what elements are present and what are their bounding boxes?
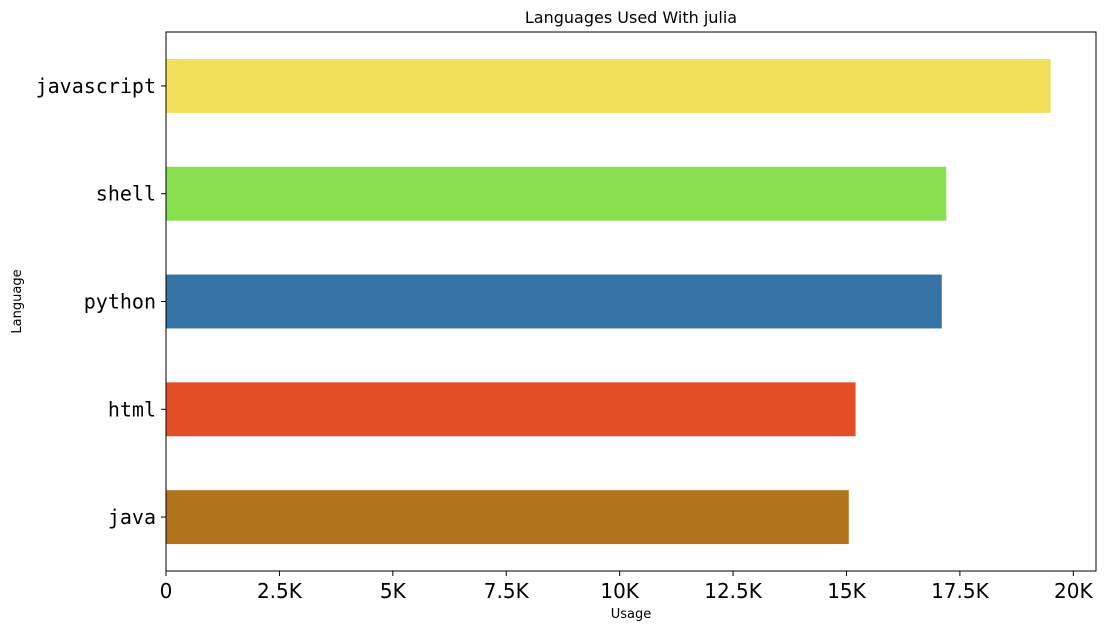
- y-tick-label: javascript: [36, 74, 156, 98]
- plot-frame: [165, 31, 1097, 572]
- x-tick-label: 5K: [380, 579, 407, 603]
- bar-java: [166, 490, 849, 545]
- x-tick-label: 20K: [1054, 579, 1093, 603]
- chart-title: Languages Used With julia: [525, 8, 737, 27]
- x-tick-label: 17.5K: [931, 579, 990, 603]
- y-tick-label: shell: [96, 182, 156, 206]
- bar-shell: [166, 166, 947, 221]
- y-tick-label: java: [108, 505, 156, 529]
- y-tick-label: python: [84, 290, 156, 314]
- x-tick-label: 15K: [827, 579, 866, 603]
- bar-javascript: [166, 58, 1051, 113]
- x-tick-label: 12.5K: [704, 579, 763, 603]
- x-tick-label: 10K: [600, 579, 639, 603]
- bar-html: [166, 382, 856, 437]
- x-tick-label: 2.5K: [257, 579, 303, 603]
- bars-layer: [166, 58, 1051, 545]
- x-axis-label: Usage: [611, 607, 652, 622]
- y-axis-label: Language: [10, 269, 25, 333]
- bar-python: [166, 274, 942, 329]
- ticks-layer: java html python shell javascript 0 2.5K 5K 7.5K…: [36, 74, 1094, 603]
- x-tick-label: 0: [160, 579, 173, 603]
- x-tick-label: 7.5K: [484, 579, 530, 603]
- y-tick-label: html: [108, 397, 156, 421]
